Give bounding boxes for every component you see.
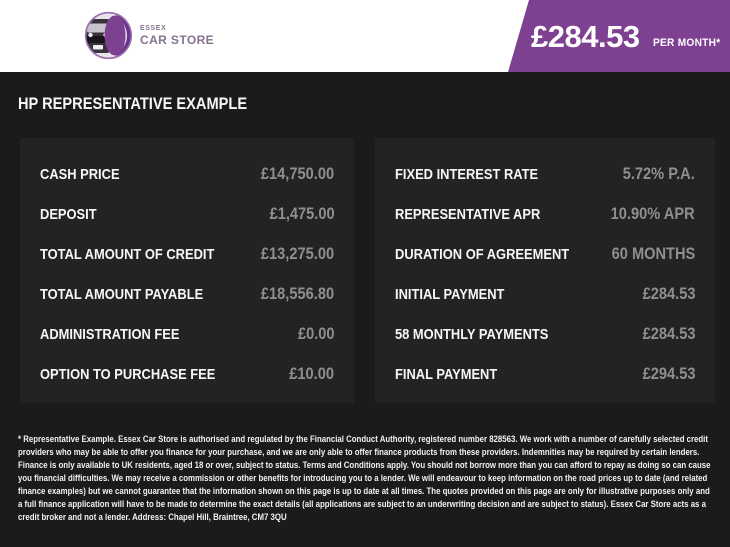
- brand-name-bottom: CAR STORE: [140, 32, 215, 47]
- row-value: 5.72% P.A.: [622, 164, 695, 183]
- finance-panel-left: CASH PRICE £14,750.00 DEPOSIT £1,475.00 …: [20, 138, 355, 403]
- monthly-price-banner: £284.53 PER MONTH*: [508, 0, 730, 72]
- monthly-price-amount: £284.53: [531, 18, 640, 54]
- row-label: TOTAL AMOUNT PAYABLE: [40, 285, 204, 303]
- row-label: REPRESENTATIVE APR: [395, 205, 541, 223]
- row-label: 58 MONTHLY PAYMENTS: [395, 325, 549, 343]
- table-row-representative-apr: REPRESENTATIVE APR 10.90% APR: [375, 194, 715, 234]
- brand-logo-text: ESSEX CAR STORE: [140, 25, 214, 47]
- row-value: £284.53: [642, 284, 695, 303]
- row-label: TOTAL AMOUNT OF CREDIT: [40, 245, 215, 263]
- row-label: FINAL PAYMENT: [395, 365, 498, 383]
- legal-disclaimer-text: * Representative Example. Essex Car Stor…: [18, 434, 711, 522]
- row-value: £13,275.00: [261, 244, 335, 263]
- table-row-total-credit: TOTAL AMOUNT OF CREDIT £13,275.00: [20, 234, 354, 274]
- row-value: £14,750.00: [261, 164, 335, 183]
- row-label: INITIAL PAYMENT: [395, 285, 505, 303]
- finance-tables: CASH PRICE £14,750.00 DEPOSIT £1,475.00 …: [20, 138, 715, 403]
- header: ESSEX CAR STORE £284.53 PER MONTH*: [0, 0, 730, 72]
- row-value: £0.00: [297, 324, 335, 343]
- table-row-option-to-purchase-fee: OPTION TO PURCHASE FEE £10.00: [20, 354, 354, 394]
- row-label: CASH PRICE: [40, 165, 120, 183]
- table-row-fixed-interest-rate: FIXED INTEREST RATE 5.72% P.A.: [375, 154, 715, 194]
- table-row-initial-payment: INITIAL PAYMENT £284.53: [375, 274, 715, 314]
- row-value: £284.53: [642, 324, 695, 343]
- table-row-final-payment: FINAL PAYMENT £294.53: [375, 354, 715, 394]
- table-row-total-payable: TOTAL AMOUNT PAYABLE £18,556.80: [20, 274, 354, 314]
- table-row-admin-fee: ADMINISTRATION FEE £0.00: [20, 314, 354, 354]
- table-row-deposit: DEPOSIT £1,475.00: [20, 194, 354, 234]
- monthly-price-period: PER MONTH*: [652, 36, 720, 49]
- row-label: DURATION OF AGREEMENT: [395, 245, 570, 263]
- row-value: 60 MONTHS: [611, 244, 695, 263]
- finance-panel-right: FIXED INTEREST RATE 5.72% P.A. REPRESENT…: [375, 138, 715, 403]
- car-store-logo-icon: [84, 11, 133, 60]
- brand-name-top: ESSEX: [140, 24, 167, 32]
- row-value: £18,556.80: [261, 284, 335, 303]
- row-label: ADMINISTRATION FEE: [40, 325, 180, 343]
- brand-logo[interactable]: ESSEX CAR STORE: [84, 11, 214, 60]
- row-value: £10.00: [289, 364, 335, 383]
- page-title-text: HP REPRESENTATIVE EXAMPLE: [18, 94, 248, 113]
- row-label: FIXED INTEREST RATE: [395, 165, 539, 183]
- legal-disclaimer: * Representative Example. Essex Car Stor…: [18, 433, 714, 525]
- row-label: DEPOSIT: [40, 205, 97, 223]
- row-value: £294.53: [642, 364, 695, 383]
- table-row-duration: DURATION OF AGREEMENT 60 MONTHS: [375, 234, 715, 274]
- table-row-monthly-payments: 58 MONTHLY PAYMENTS £284.53: [375, 314, 715, 354]
- row-value: 10.90% APR: [611, 204, 695, 223]
- row-value: £1,475.00: [269, 204, 335, 223]
- table-row-cash-price: CASH PRICE £14,750.00: [20, 154, 354, 194]
- page-title: HP REPRESENTATIVE EXAMPLE: [18, 94, 284, 114]
- row-label: OPTION TO PURCHASE FEE: [40, 365, 216, 383]
